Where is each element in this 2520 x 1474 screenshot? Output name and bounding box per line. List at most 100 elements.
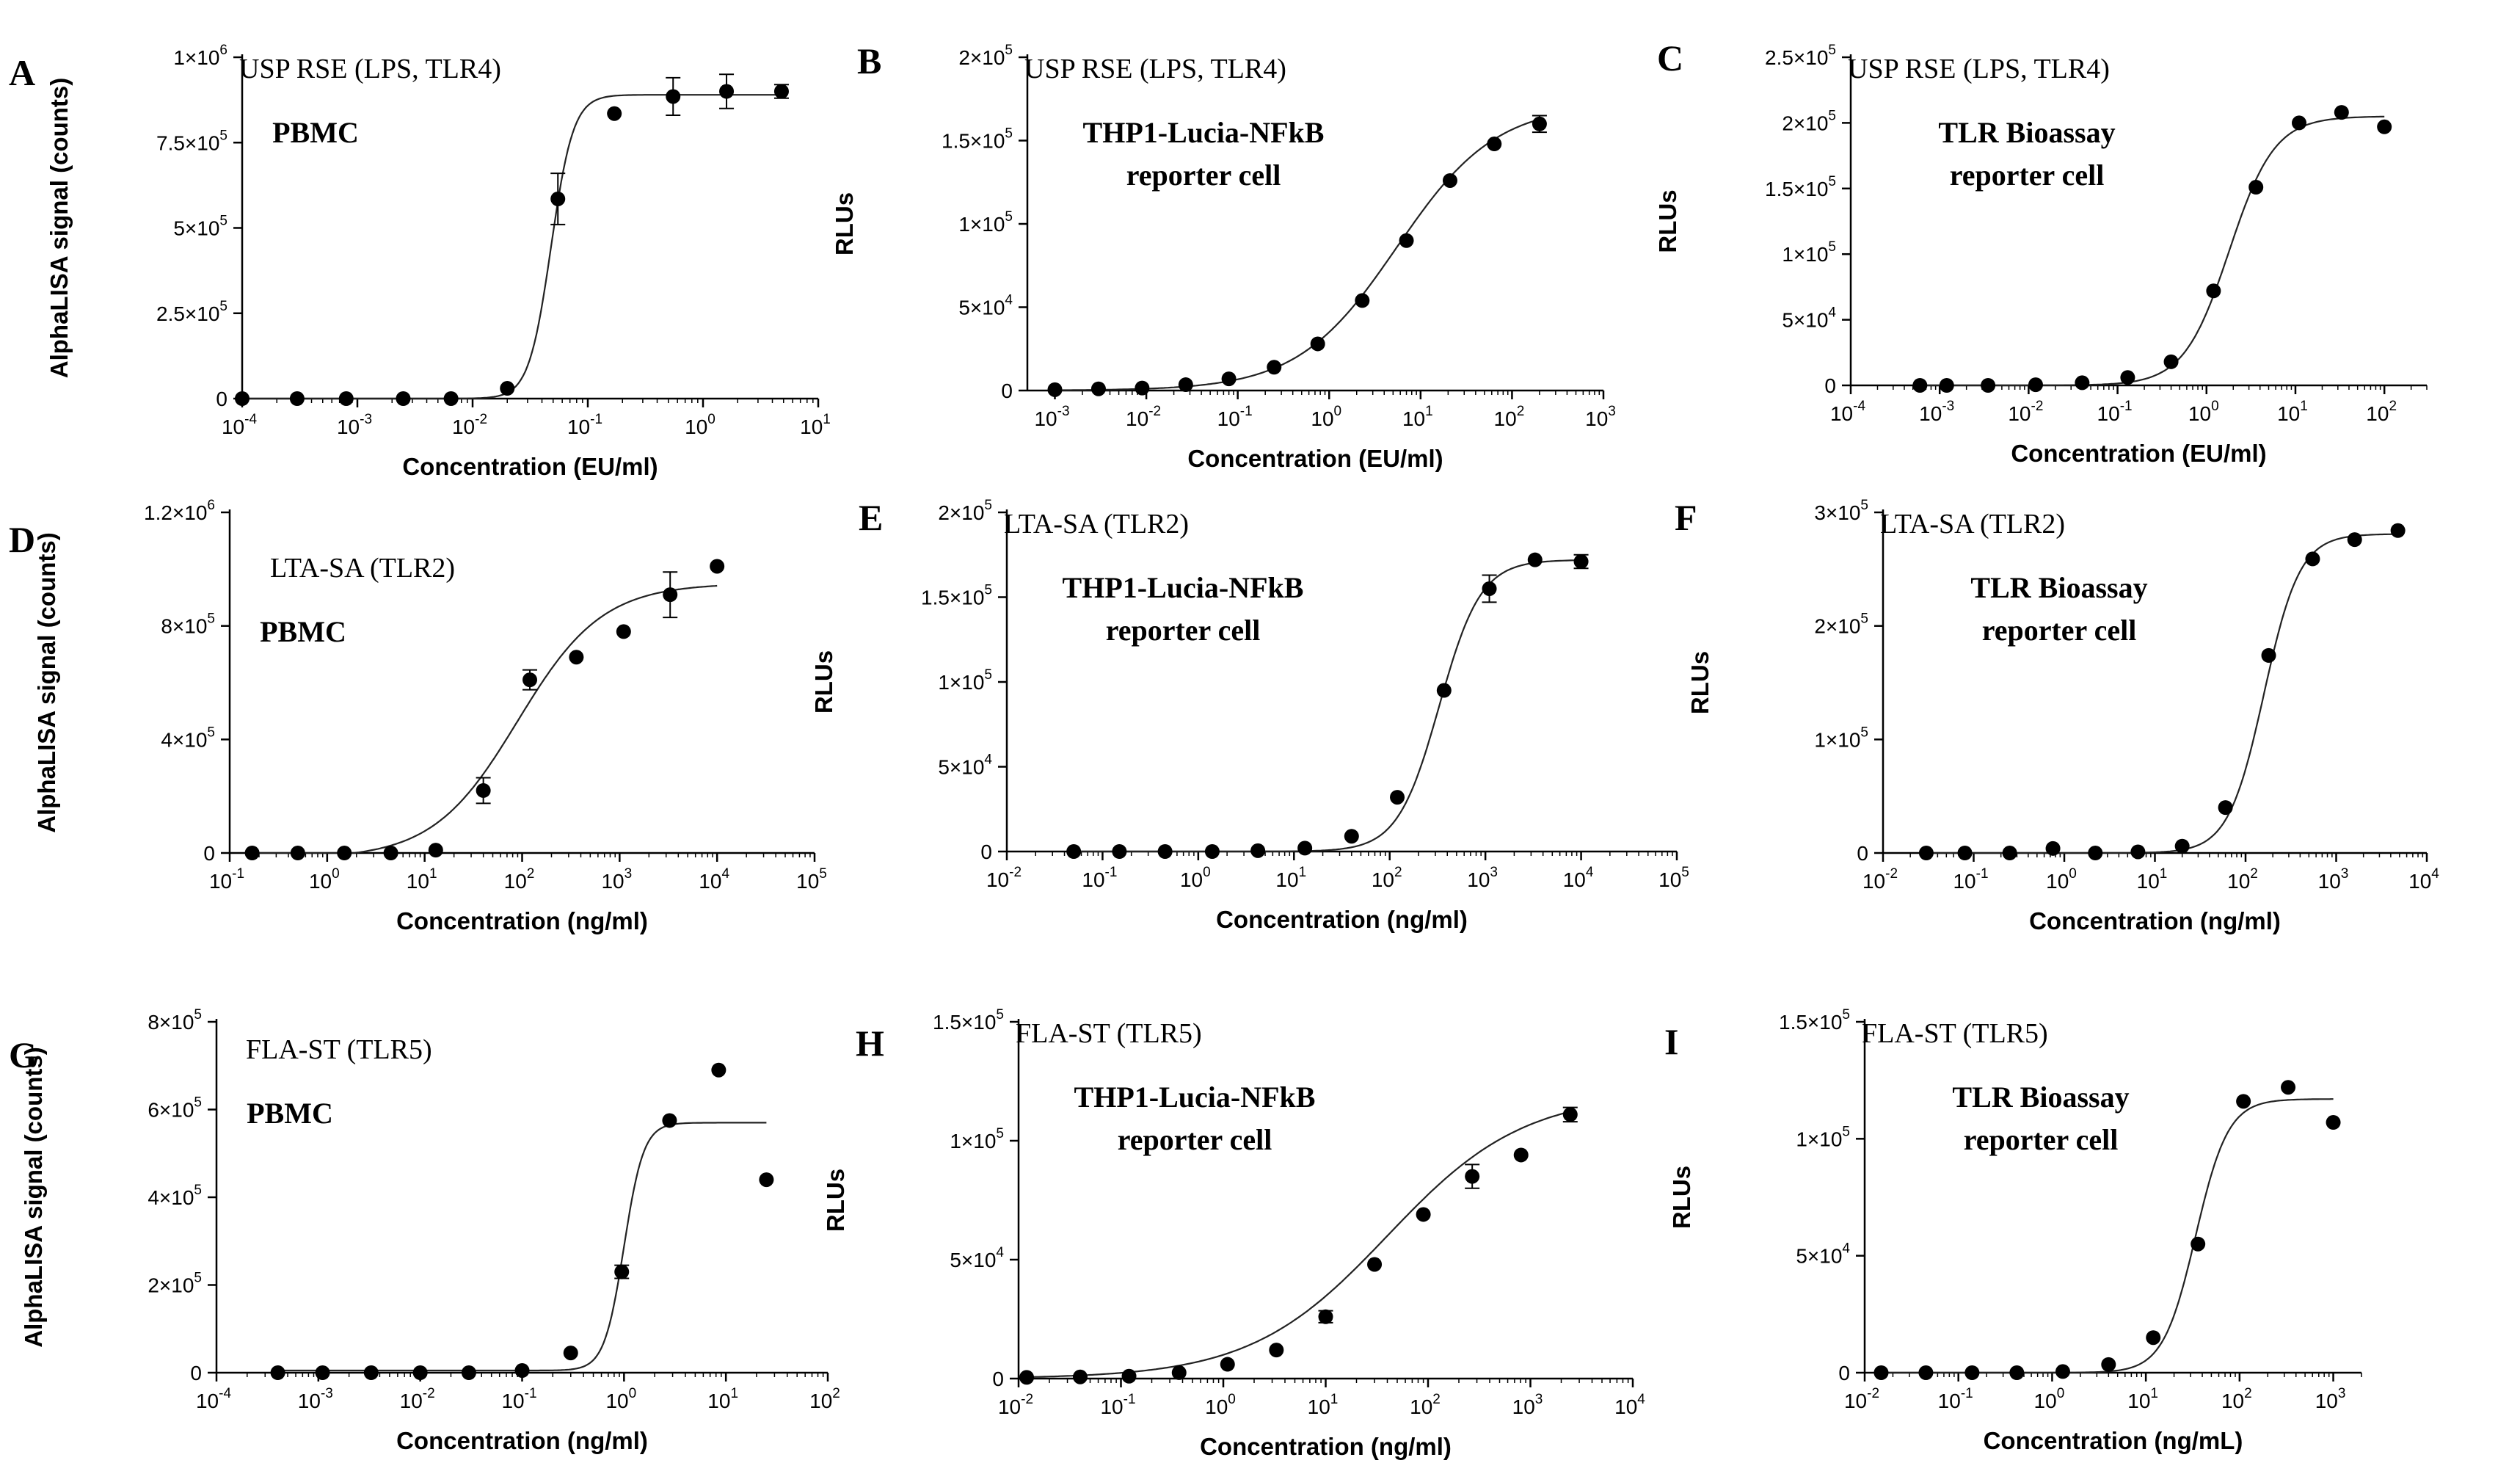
data-point — [2236, 1094, 2251, 1109]
y-tick-label: 1.5×105 — [942, 126, 1013, 153]
data-point — [2045, 841, 2061, 856]
x-tick-label: 10-1 — [1100, 1392, 1135, 1418]
data-point — [711, 1062, 726, 1078]
data-point — [614, 1264, 630, 1279]
data-point — [1465, 1169, 1480, 1184]
x-tick-label: 101 — [800, 412, 831, 438]
data-point — [2390, 523, 2406, 538]
x-tick-label: 101 — [2137, 866, 2168, 893]
y-tick-label: 2.5×105 — [1765, 43, 1836, 69]
data-point — [719, 84, 735, 99]
panel-e: E 10-2 10-1 100 101 102 103 104 105 0 5×104 1×105 1.… — [810, 497, 1689, 933]
data-point — [1918, 1365, 1934, 1380]
data-point — [1367, 1257, 1383, 1272]
x-tick-label: 10-2 — [1126, 404, 1161, 430]
y-tick-label: 5×104 — [938, 752, 992, 779]
data-point — [1178, 377, 1193, 393]
data-point — [2101, 1357, 2116, 1372]
data-point — [1442, 173, 1457, 188]
x-tick-label: 100 — [2034, 1386, 2065, 1412]
data-point — [2120, 370, 2135, 385]
panel-letter: H — [856, 1023, 884, 1064]
data-point — [2261, 647, 2276, 663]
data-point — [1416, 1207, 1431, 1222]
data-point — [1250, 843, 1266, 858]
data-point — [2377, 119, 2392, 134]
y-tick-label: 5×105 — [173, 214, 227, 240]
x-tick-label: 103 — [1512, 1392, 1543, 1418]
data-point — [1090, 381, 1106, 396]
x-tick-label: 102 — [1372, 865, 1402, 891]
x-tick-label: 10-4 — [196, 1386, 231, 1412]
x-tick-label: 10-2 — [998, 1392, 1033, 1418]
y-tick-label: 0 — [1824, 374, 1836, 397]
y-tick-label: 2×105 — [958, 43, 1013, 69]
y-tick-label: 1.5×105 — [933, 1007, 1004, 1034]
panel-h: H 10-2 10-1 100 101 102 103 104 0 5×104 1×105 1.5×1… — [822, 1007, 1645, 1460]
cell-type-label: PBMC — [260, 615, 346, 648]
data-point — [500, 381, 515, 396]
data-point — [1957, 846, 1973, 860]
cell-type-label: PBMC — [272, 116, 359, 149]
x-tick-label: 100 — [309, 866, 340, 893]
x-tick-label: 104 — [1563, 865, 1594, 891]
data-point — [1310, 336, 1325, 352]
data-point — [2163, 354, 2179, 369]
y-tick-label: 1×105 — [950, 1126, 1004, 1152]
y-axis-title: RLUs — [831, 192, 858, 255]
x-tick-label: 10-3 — [337, 412, 372, 438]
x-tick-label: 101 — [2127, 1386, 2158, 1412]
panel-subtitle: LTA-SA (TLR2) — [1004, 509, 1189, 540]
y-tick-label: 7.5×105 — [156, 128, 227, 154]
x-tick-label: 10-2 — [1862, 866, 1898, 893]
y-tick-label: 1×106 — [173, 43, 227, 69]
panel-letter: C — [1657, 37, 1683, 79]
data-point — [363, 1365, 379, 1380]
x-tick-label: 101 — [407, 866, 437, 893]
fit-curve — [252, 584, 718, 854]
x-tick-label: 10-1 — [1953, 866, 1988, 893]
cell-type-label: THP1-Lucia-NFkB — [1074, 1081, 1316, 1114]
y-tick-label: 2×105 — [1814, 611, 1868, 638]
x-tick-label: 10-3 — [1919, 399, 1954, 425]
x-tick-label: 100 — [2046, 866, 2077, 893]
y-axis-title: RLUs — [1654, 189, 1681, 253]
x-tick-label: 102 — [1410, 1392, 1441, 1418]
data-point — [1344, 829, 1359, 844]
data-point — [412, 1365, 428, 1380]
x-tick-label: 104 — [1614, 1392, 1645, 1418]
data-point — [1121, 1368, 1137, 1384]
data-point — [1112, 844, 1127, 859]
y-tick-label: 2×105 — [1782, 108, 1836, 134]
x-tick-label: 10-1 — [501, 1386, 536, 1412]
data-point — [710, 559, 725, 574]
x-axis-title: Concentration (ng/ml) — [396, 907, 648, 934]
data-point — [1220, 1357, 1235, 1372]
panel-f: F 10-2 10-1 100 101 102 103 104 0 1×105 2×105 3×105… — [1675, 497, 2439, 934]
data-point — [1047, 382, 1063, 397]
x-tick-label: 103 — [2315, 1386, 2346, 1412]
y-tick-label: 1.5×105 — [1779, 1007, 1850, 1034]
x-tick-label: 105 — [796, 866, 827, 893]
data-point — [2305, 551, 2320, 567]
y-tick-label: 1.2×106 — [144, 498, 215, 524]
data-point — [235, 391, 250, 406]
x-tick-label: 102 — [2227, 866, 2258, 893]
x-tick-label: 10-1 — [1938, 1386, 1973, 1412]
data-point — [290, 846, 305, 860]
data-point — [1318, 1309, 1333, 1324]
x-tick-label: 10-2 — [1844, 1386, 1879, 1412]
data-point — [1267, 360, 1282, 375]
panel-letter: E — [859, 497, 883, 538]
panel-subtitle: USP RSE (LPS, TLR4) — [239, 54, 501, 84]
data-point — [2347, 532, 2362, 548]
x-tick-label: 10-1 — [2097, 399, 2133, 425]
y-tick-label: 1×105 — [1796, 1124, 1850, 1150]
x-tick-label: 103 — [1585, 404, 1616, 430]
y-tick-label: 1×105 — [958, 209, 1013, 236]
x-tick-label: 102 — [809, 1386, 840, 1412]
x-tick-label: 10-1 — [1217, 404, 1253, 430]
data-point — [1072, 1369, 1088, 1384]
x-tick-label: 100 — [1311, 404, 1341, 430]
y-axis-title: AlphaLISA signal (counts) — [20, 1047, 47, 1347]
